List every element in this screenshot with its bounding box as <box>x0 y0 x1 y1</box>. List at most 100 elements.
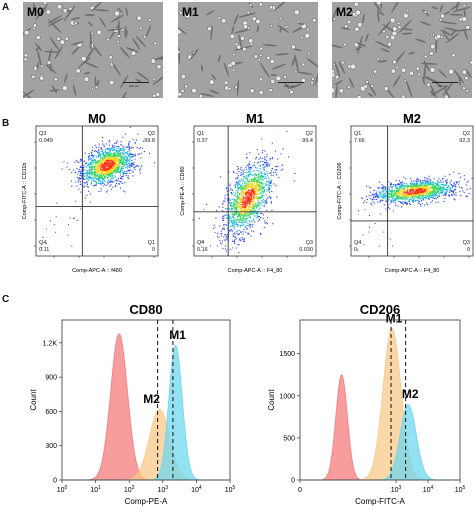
event-dot <box>245 197 247 200</box>
event-dot <box>243 237 246 239</box>
event-dot <box>248 209 250 211</box>
event-dot <box>377 186 379 188</box>
event-dot <box>245 194 247 196</box>
event-dot <box>427 190 429 192</box>
event-dot <box>405 202 407 205</box>
y-tick-label: 1000 <box>279 393 295 400</box>
event-dot <box>109 170 111 172</box>
event-dot <box>235 211 237 214</box>
event-dot <box>249 172 251 174</box>
event-dot <box>109 162 111 164</box>
event-dot <box>403 198 405 200</box>
cell-mark <box>312 18 317 23</box>
event-dot <box>251 205 253 207</box>
event-dot <box>104 165 107 168</box>
cell-mark <box>229 33 235 40</box>
event-dot <box>423 189 425 191</box>
event-dot <box>446 188 448 190</box>
event-dot <box>397 196 399 199</box>
event-dot <box>260 178 262 181</box>
event-dot <box>114 152 116 154</box>
event-dot <box>114 158 116 160</box>
cell-mark <box>77 56 91 68</box>
event-dot <box>398 194 400 196</box>
event-dot <box>239 189 241 191</box>
event-dot <box>257 194 259 196</box>
event-dot <box>433 194 435 196</box>
cell-mark <box>233 28 251 34</box>
event-dot <box>97 165 99 167</box>
event-dot <box>226 207 228 209</box>
event-dot <box>248 196 250 198</box>
event-dot <box>238 202 240 204</box>
event-dot <box>433 183 435 185</box>
event-dot <box>234 218 236 220</box>
event-dot <box>374 199 376 201</box>
event-dot <box>103 180 105 182</box>
event-dot <box>95 167 97 169</box>
event-dot <box>129 147 131 149</box>
cell-mark <box>456 2 459 11</box>
event-dot <box>405 191 407 193</box>
event-dot <box>236 233 239 235</box>
event-dot <box>234 194 236 196</box>
event-dot <box>258 176 260 178</box>
event-dot <box>115 167 117 169</box>
event-dot <box>406 193 408 195</box>
event-dot <box>244 207 246 209</box>
cell-mark <box>348 77 354 89</box>
event-dot <box>402 190 404 192</box>
event-dot <box>109 152 111 154</box>
event-dot <box>253 174 255 176</box>
event-dot <box>423 185 425 188</box>
event-dot <box>246 202 248 204</box>
event-dot <box>115 168 117 170</box>
x-tick-label: 100 <box>57 485 68 494</box>
event-dot <box>90 166 93 168</box>
event-dot <box>418 189 420 191</box>
cell-mark <box>401 32 413 35</box>
event-dot <box>110 167 112 169</box>
event-dot <box>382 195 384 197</box>
event-dot <box>390 182 392 184</box>
event-dot <box>111 167 113 169</box>
event-dot <box>280 153 282 155</box>
event-dot <box>434 198 436 200</box>
event-dot <box>260 193 262 195</box>
event-dot <box>377 195 380 197</box>
event-dot <box>416 192 418 194</box>
event-dot <box>256 212 258 214</box>
event-dot <box>245 184 247 186</box>
event-dot <box>109 181 111 183</box>
event-dot <box>83 182 85 184</box>
cell-mark <box>415 66 420 71</box>
event-dot <box>228 217 230 219</box>
event-dot <box>263 169 265 171</box>
event-dot <box>248 176 250 178</box>
event-dot <box>112 160 114 162</box>
quadrant-value: 0.37 <box>197 138 208 144</box>
cell-mark <box>259 62 270 79</box>
event-dot <box>252 180 254 182</box>
event-dot <box>243 197 245 199</box>
cell-mark <box>84 14 96 16</box>
event-dot <box>126 159 128 161</box>
event-dot <box>432 181 434 183</box>
cell-mark <box>68 6 73 11</box>
event-dot <box>275 184 277 187</box>
event-dot <box>258 153 260 155</box>
event-dot <box>458 172 460 175</box>
event-dot <box>393 193 395 195</box>
event-dot <box>281 164 283 166</box>
event-dot <box>430 191 432 193</box>
event-dot <box>254 205 256 207</box>
event-dot <box>385 194 387 196</box>
event-dot <box>272 223 274 225</box>
event-dot <box>107 168 109 170</box>
cell-mark <box>367 92 374 97</box>
event-dot <box>398 183 400 185</box>
event-dot <box>237 192 239 194</box>
event-dot <box>123 172 125 175</box>
event-dot <box>260 187 262 190</box>
event-dot <box>403 191 405 193</box>
